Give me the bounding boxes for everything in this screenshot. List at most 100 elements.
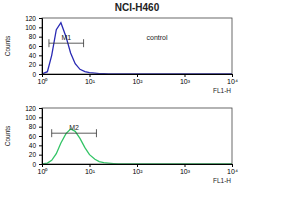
x-tick-mark (90, 74, 91, 77)
y-tick-mark (39, 46, 42, 47)
y-tick-label: 80 (29, 123, 37, 130)
y-tick-label: 20 (29, 151, 37, 158)
y-tick-mark (39, 164, 42, 165)
y-tick-label: 80 (29, 33, 37, 40)
y-tick: 80 (29, 123, 42, 130)
y-tick: 120 (25, 15, 42, 22)
y-tick-label: 0 (32, 71, 36, 78)
x-tick-label: 10⁴ (227, 168, 238, 175)
x-tick-mark (90, 164, 91, 167)
gate-label: M1 (61, 34, 71, 41)
gate-end (83, 39, 84, 47)
y-tick-mark (39, 117, 42, 118)
x-tick: 10² (132, 74, 143, 85)
x-tick-mark (137, 164, 138, 167)
x-tick-mark (232, 74, 233, 77)
x-axis-line (43, 165, 233, 168)
y-tick: 60 (29, 43, 42, 50)
gate-line (49, 43, 84, 44)
gate-label: M2 (69, 124, 79, 131)
x-tick: 10⁴ (227, 164, 238, 175)
y-axis: 0 20 40 60 80 100 120 (25, 105, 42, 168)
y-axis-line (39, 109, 43, 165)
y-tick-label: 20 (29, 61, 37, 68)
y-tick-mark (39, 127, 42, 128)
y-tick-mark (39, 74, 42, 75)
plot-area (42, 129, 232, 164)
y-tick-label: 120 (25, 15, 36, 22)
y-tick-mark (39, 18, 42, 19)
figure: NCI-H460 10⁰ 10¹ 10² 10³ 10⁴ 0 20 40 60 80 100 120 FL… (0, 0, 300, 200)
y-tick-mark (39, 37, 42, 38)
y-tick-mark (39, 155, 42, 156)
annotation: control (147, 34, 168, 41)
y-tick: 60 (29, 133, 42, 140)
y-axis-title: Counts (4, 125, 11, 146)
x-axis-title: FL1-H (213, 177, 231, 184)
x-tick-label: 10² (132, 168, 143, 175)
x-tick: 10¹ (85, 74, 96, 85)
title: NCI-H460 (115, 2, 160, 13)
y-tick-mark (39, 108, 42, 109)
panel: 10⁰ 10¹ 10² 10³ 10⁴ 0 20 40 60 80 100 120 FL1-H Count… (4, 105, 238, 184)
y-axis-line (39, 19, 43, 75)
x-axis: 10⁰ 10¹ 10² 10³ 10⁴ (38, 164, 238, 175)
x-tick-label: 10³ (180, 78, 191, 85)
plot-area (42, 23, 232, 74)
x-tick: 10³ (180, 74, 191, 85)
y-tick-label: 40 (29, 142, 37, 149)
y-tick-mark (39, 136, 42, 137)
y-tick-label: 60 (29, 43, 37, 50)
x-tick-mark (232, 164, 233, 167)
y-axis-title: Counts (4, 35, 11, 56)
panel: NCI-H460 10⁰ 10¹ 10² 10³ 10⁴ 0 20 40 60 80 100 120 FL… (4, 2, 238, 94)
y-tick: 40 (29, 142, 42, 149)
x-tick: 10⁰ (38, 164, 49, 175)
y-tick-label: 40 (29, 52, 37, 59)
gate: M2 (52, 124, 97, 137)
plot-frame (42, 108, 232, 164)
x-tick-mark (185, 74, 186, 77)
y-tick: 100 (25, 24, 42, 31)
x-tick: 10⁴ (227, 74, 238, 85)
histogram-line (42, 129, 232, 164)
x-axis-title: FL1-H (213, 87, 231, 94)
x-tick-label: 10⁰ (38, 168, 49, 175)
y-tick-label: 0 (32, 161, 36, 168)
gate-end (96, 129, 97, 137)
y-tick: 40 (29, 52, 42, 59)
x-axis: 10⁰ 10¹ 10² 10³ 10⁴ (38, 74, 238, 85)
y-tick: 0 (32, 71, 42, 78)
x-tick-label: 10¹ (85, 168, 96, 175)
y-tick: 120 (25, 105, 42, 112)
y-tick-label: 120 (25, 105, 36, 112)
y-tick-label: 100 (25, 114, 36, 121)
y-tick-mark (39, 55, 42, 56)
x-tick-mark (185, 164, 186, 167)
y-tick: 20 (29, 61, 42, 68)
gate-line (52, 133, 97, 134)
gate-end (48, 39, 49, 47)
x-tick-label: 10³ (180, 168, 191, 175)
x-tick-label: 10¹ (85, 78, 96, 85)
x-tick-label: 10² (132, 78, 143, 85)
x-tick: 10¹ (85, 164, 96, 175)
x-tick-mark (137, 74, 138, 77)
gate: M1 (49, 34, 84, 47)
x-tick-label: 10⁴ (227, 78, 238, 85)
y-tick: 0 (32, 161, 42, 168)
y-tick: 100 (25, 114, 42, 121)
x-tick: 10³ (180, 164, 191, 175)
histogram-line (42, 23, 232, 74)
y-tick: 80 (29, 33, 42, 40)
y-tick: 20 (29, 151, 42, 158)
y-tick-mark (39, 145, 42, 146)
y-tick-mark (39, 27, 42, 28)
y-axis: 0 20 40 60 80 100 120 (25, 15, 42, 78)
plot-frame (42, 18, 232, 74)
x-axis-line (43, 75, 233, 78)
gate-end (51, 129, 52, 137)
y-tick-label: 60 (29, 133, 37, 140)
x-tick-label: 10⁰ (38, 78, 49, 85)
y-tick-mark (39, 65, 42, 66)
